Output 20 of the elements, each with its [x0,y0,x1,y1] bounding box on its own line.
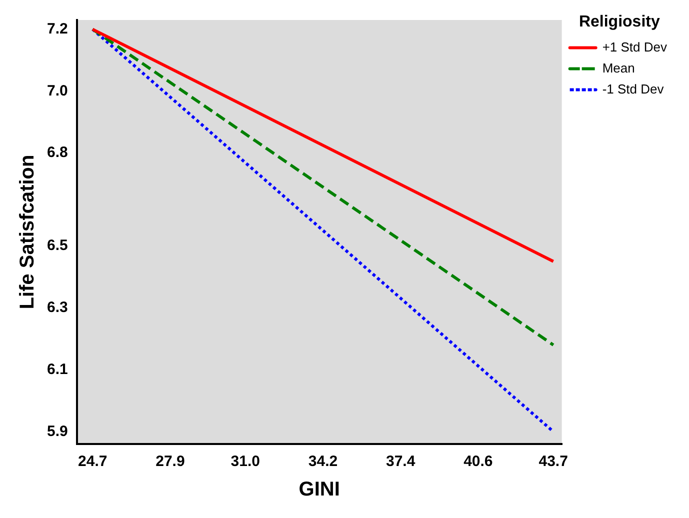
x-tick-label: 31.0 [230,453,260,470]
x-tick-label: 27.9 [156,453,185,470]
y-tick-label: 5.9 [46,422,68,440]
legend-label: Mean [602,60,635,76]
x-tick-label: 34.2 [308,453,338,470]
y-tick-label: 7.0 [46,82,68,100]
x-tick-label: 24.7 [78,453,108,470]
y-tick-label: 6.5 [46,237,68,254]
y-axis-title: Life Satisfcation [16,154,39,310]
y-tick-label: 6.3 [46,298,68,316]
x-tick-label: 37.4 [386,453,416,470]
legend-label: -1 Std Dev [602,81,664,96]
legend-label: +1 Std Dev [602,39,668,54]
y-tick-label: 7.2 [46,20,68,38]
legend-title: Religiosity [578,13,660,30]
y-tick-label: 6.8 [46,144,68,162]
x-tick-label: 40.6 [464,453,493,470]
x-tick-label: 43.7 [538,453,568,470]
y-tick-label: 6.1 [46,360,68,378]
x-axis-title: GINI [298,478,340,501]
